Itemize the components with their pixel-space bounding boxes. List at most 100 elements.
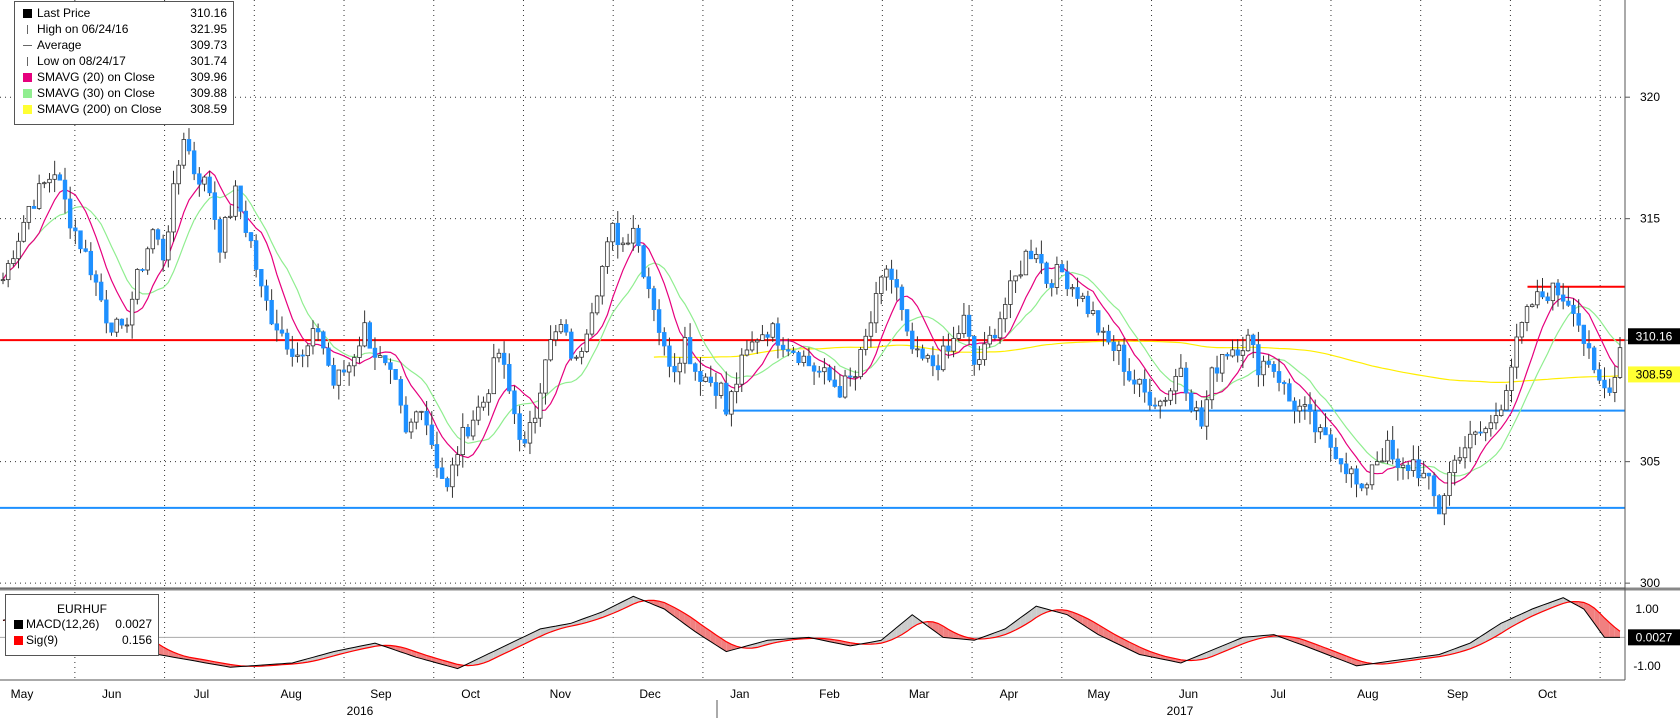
month-label: Mar (909, 687, 930, 701)
candle-down (930, 355, 936, 367)
candle-down (522, 439, 527, 444)
candle-down (1199, 407, 1204, 427)
candle-down (248, 232, 254, 242)
candle-down (1065, 271, 1070, 290)
candle-down (155, 229, 161, 240)
macd-fill (1589, 604, 1595, 624)
legend-swatch-icon (23, 9, 32, 18)
macd-fill (958, 634, 964, 640)
candle-down (62, 179, 68, 200)
candle-down (186, 139, 192, 152)
candle-up (1483, 428, 1488, 434)
macd-fill (664, 602, 670, 613)
candle-up (873, 293, 879, 324)
candle-up (1240, 350, 1246, 356)
candle-down (1059, 264, 1065, 273)
candle-down (1096, 310, 1101, 333)
candle-up (1230, 349, 1235, 357)
candle-down (88, 250, 94, 276)
macd-fill (1614, 627, 1620, 638)
candle-up (124, 324, 130, 327)
macd-fill (473, 658, 479, 666)
macd-fill (953, 632, 959, 639)
month-label: Dec (639, 687, 660, 701)
candle-down (1560, 294, 1566, 302)
candle-up (594, 295, 600, 314)
legend-swatch-icon (23, 89, 32, 98)
candle-down (1426, 472, 1432, 477)
candle-up (1385, 439, 1390, 462)
macd-fill (1604, 617, 1610, 638)
candle-down (569, 331, 574, 359)
candle-down (119, 318, 125, 326)
candle-down (806, 355, 812, 367)
legend-label: SMAVG (200) on Close (37, 102, 162, 116)
macd-tag-label: 0.0027 (1636, 630, 1673, 644)
month-label: Jul (1270, 687, 1285, 701)
candle-down (1354, 468, 1359, 485)
legend-value: 309.96 (190, 70, 227, 84)
candle-up (1209, 367, 1215, 401)
macd-fill (705, 627, 711, 642)
candle-down (31, 205, 37, 209)
candle-up (951, 338, 956, 352)
macd-fill (1005, 625, 1011, 635)
candle-up (1090, 310, 1096, 315)
candle-up (770, 323, 775, 338)
legend-label: MACD(12,26) (26, 617, 100, 631)
macd-fill (907, 614, 913, 632)
legend-value: 309.88 (190, 86, 227, 100)
candle-down (641, 245, 646, 278)
candle-down (667, 345, 672, 367)
candle-down (1597, 369, 1602, 381)
candle-up (1297, 405, 1302, 412)
candle-down (1545, 296, 1550, 302)
macd-fill (695, 620, 701, 636)
low-marker-icon (27, 57, 28, 66)
legend-label: Sig(9) (26, 633, 59, 647)
candle-up (377, 355, 383, 358)
candle-down (1343, 463, 1349, 475)
macd-fill (1031, 606, 1037, 622)
high-marker-icon (27, 25, 28, 34)
legend-value: 308.59 (190, 102, 227, 116)
candle-up (1457, 457, 1463, 461)
candle-down (98, 281, 104, 301)
candle-down (646, 276, 651, 290)
candle-up (600, 266, 605, 297)
candle-down (1576, 313, 1581, 326)
candle-up (631, 227, 636, 244)
candle-up (1514, 336, 1519, 368)
candle-down (1147, 391, 1153, 406)
month-label: Nov (550, 687, 571, 701)
candle-up (1447, 472, 1452, 497)
candle-down (1127, 371, 1132, 381)
month-label: Jun (1179, 687, 1198, 701)
legend-value: 0.156 (121, 633, 152, 647)
candle-down (946, 345, 951, 352)
candle-down (1235, 349, 1240, 356)
month-label: Aug (280, 687, 301, 701)
legend-value: 309.73 (190, 38, 227, 52)
month-label: Jun (102, 687, 121, 701)
candle-down (465, 426, 471, 437)
candle-down (775, 323, 781, 346)
candle-down (1132, 379, 1137, 385)
macd-fill (1010, 621, 1016, 633)
average-marker-icon (23, 45, 32, 46)
candle-up (1261, 360, 1266, 376)
candle-up (1442, 495, 1447, 515)
candle-down (78, 230, 83, 250)
legend-value: 301.74 (190, 54, 227, 68)
y-tick-label: 305 (1640, 455, 1660, 469)
candle-up (1137, 378, 1142, 385)
candle-down (403, 404, 409, 433)
candle-up (414, 411, 419, 423)
candle-up (987, 334, 992, 345)
legend-item: SMAVG (20) on Close 309.96 (21, 70, 227, 85)
year-label: 2016 (347, 704, 374, 718)
candle-down (388, 362, 393, 370)
candle-up (605, 241, 610, 267)
candle-up (879, 276, 884, 294)
